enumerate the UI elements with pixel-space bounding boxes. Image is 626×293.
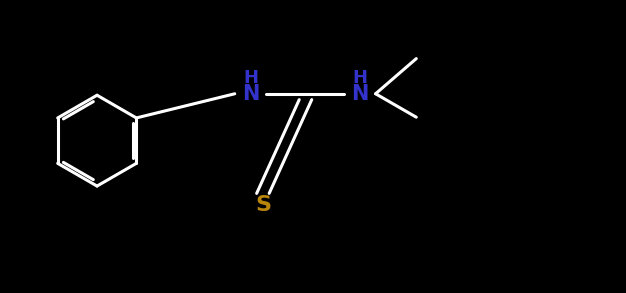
Text: H: H (352, 69, 367, 87)
Text: N: N (351, 84, 369, 104)
Text: H: H (243, 69, 258, 87)
Text: S: S (255, 195, 271, 215)
Text: N: N (242, 84, 259, 104)
